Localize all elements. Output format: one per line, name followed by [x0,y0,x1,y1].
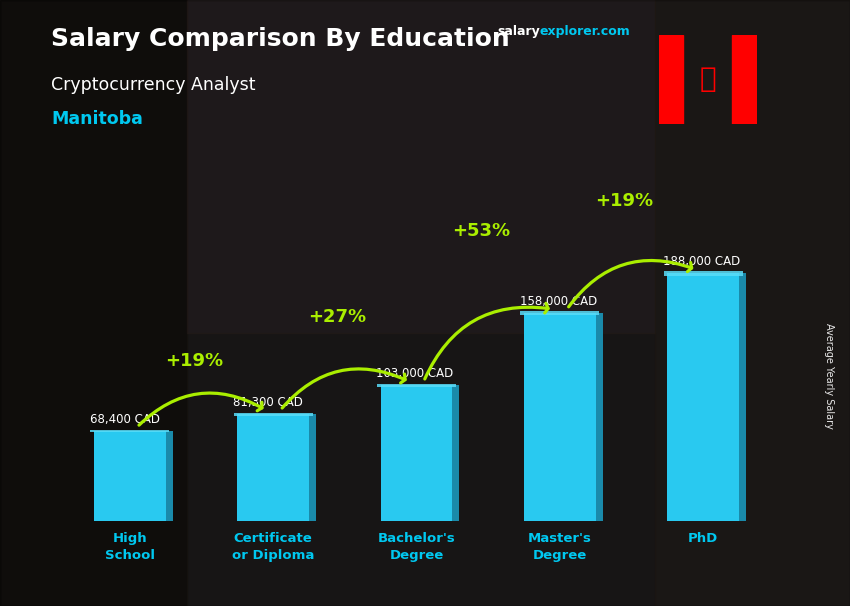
Bar [659,35,683,124]
Bar [187,0,654,333]
Bar [524,313,596,521]
Bar [166,431,173,521]
Bar [90,430,169,433]
Bar [654,0,850,606]
Bar [309,414,316,521]
Text: +19%: +19% [165,352,224,370]
Bar [94,431,166,521]
Bar [596,313,603,521]
Text: Salary Comparison By Education: Salary Comparison By Education [51,27,510,52]
Text: 103,000 CAD: 103,000 CAD [377,367,454,380]
Text: 81,300 CAD: 81,300 CAD [233,396,303,409]
Bar [520,311,599,315]
Bar [187,333,654,606]
Text: Average Yearly Salary: Average Yearly Salary [824,323,834,428]
Text: 🍁: 🍁 [700,65,716,93]
Text: Cryptocurrency Analyst: Cryptocurrency Analyst [51,76,256,94]
Text: Manitoba: Manitoba [51,110,143,128]
Text: 188,000 CAD: 188,000 CAD [663,255,740,268]
Bar [0,0,187,606]
Bar [667,273,739,521]
Bar [237,414,309,521]
Text: 158,000 CAD: 158,000 CAD [519,295,597,308]
Bar [664,271,743,276]
Text: +19%: +19% [595,192,654,210]
Bar [732,35,756,124]
Text: +53%: +53% [452,222,510,241]
Text: salary: salary [497,25,540,38]
Text: +27%: +27% [309,308,366,326]
Text: explorer.com: explorer.com [540,25,631,38]
Bar [234,413,313,416]
Text: 68,400 CAD: 68,400 CAD [90,413,160,426]
Bar [377,384,456,387]
Bar [381,385,452,521]
Bar [739,273,746,521]
Bar [452,385,460,521]
